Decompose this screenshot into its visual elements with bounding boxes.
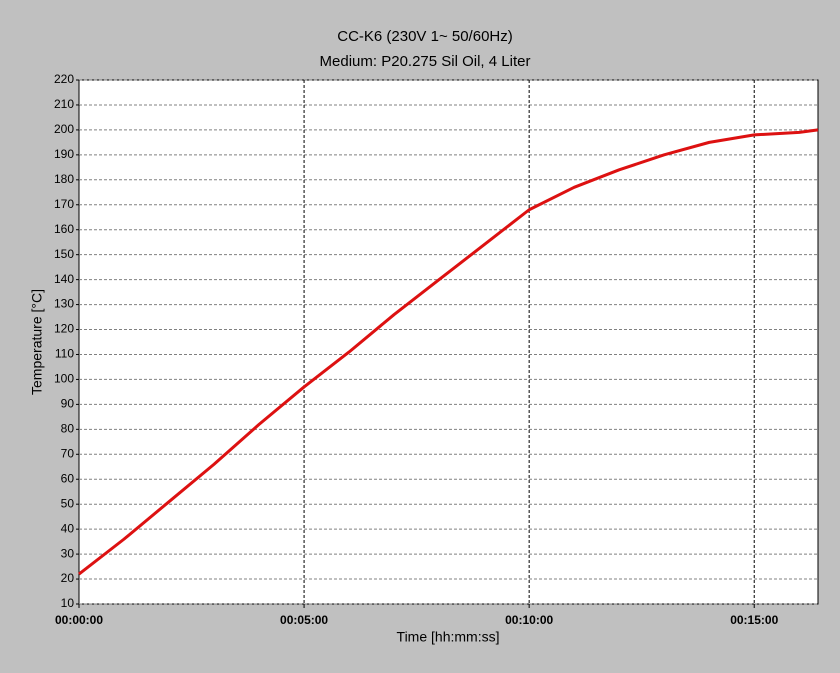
y-tick-label: 70 [61, 446, 75, 460]
y-tick-label: 10 [61, 596, 75, 610]
x-tick-label: 00:05:00 [280, 613, 328, 627]
y-tick-label: 130 [54, 297, 74, 311]
y-tick-label: 60 [61, 471, 75, 485]
y-axis-label: Temperature [°C] [29, 289, 45, 395]
y-tick-label: 170 [54, 197, 74, 211]
y-tick-label: 180 [54, 172, 74, 186]
x-axis-label: Time [hh:mm:ss] [397, 629, 500, 645]
plot-area [78, 79, 819, 605]
y-tick-label: 160 [54, 222, 74, 236]
y-tick-label: 90 [61, 397, 75, 411]
y-tick-label: 220 [54, 72, 74, 86]
y-tick-label: 40 [61, 521, 75, 535]
y-tick-label: 210 [54, 97, 74, 111]
chart-title: CC-K6 (230V 1~ 50/60Hz) [337, 28, 513, 45]
chart-subtitle: Medium: P20.275 Sil Oil, 4 Liter [320, 53, 531, 70]
x-tick-label: 00:15:00 [730, 613, 778, 627]
y-tick-label: 190 [54, 147, 74, 161]
y-tick-label: 80 [61, 422, 75, 436]
data-line [78, 128, 819, 576]
x-tick-label: 00:10:00 [505, 613, 553, 627]
y-tick-label: 140 [54, 272, 74, 286]
y-tick-label: 200 [54, 122, 74, 136]
y-tick-label: 100 [54, 372, 74, 386]
y-tick-label: 20 [61, 571, 75, 585]
y-tick-label: 120 [54, 322, 74, 336]
y-tick-label: 50 [61, 496, 75, 510]
y-tick-label: 30 [61, 546, 75, 560]
y-tick-label: 110 [55, 347, 74, 361]
y-tick-label: 150 [54, 247, 74, 261]
x-tick-label: 00:00:00 [55, 613, 103, 627]
